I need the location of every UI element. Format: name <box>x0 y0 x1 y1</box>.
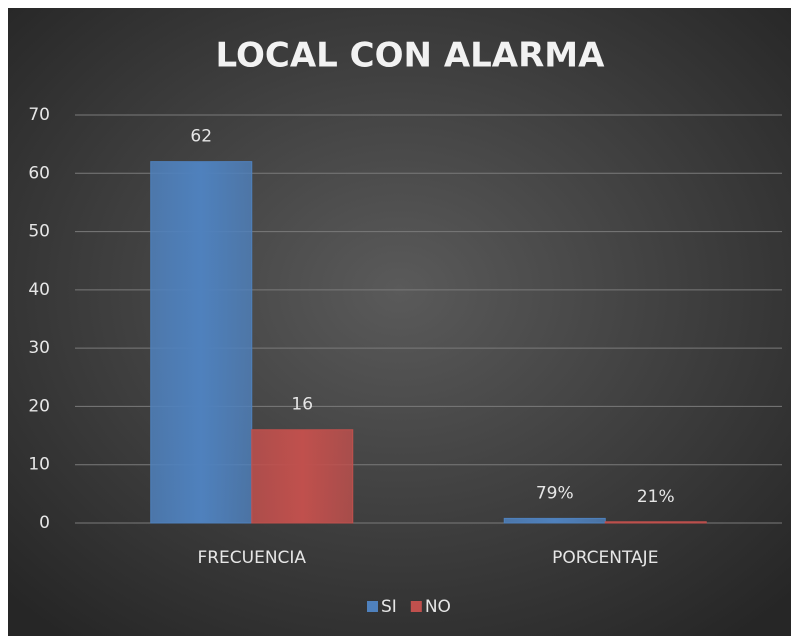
y-tick-label: 50 <box>28 222 50 242</box>
y-tick-label: 0 <box>39 513 50 533</box>
legend-label: SI <box>381 597 397 617</box>
legend-label: NO <box>425 597 451 617</box>
x-tick-label: PORCENTAJE <box>552 548 658 568</box>
chart-title: LOCAL CON ALARMA <box>216 36 606 76</box>
y-tick-label: 70 <box>28 105 50 125</box>
bar <box>604 521 707 524</box>
bar <box>150 161 253 524</box>
y-tick-label: 10 <box>28 455 50 475</box>
x-tick-label: FRECUENCIA <box>197 548 306 568</box>
y-tick-label: 20 <box>28 396 50 416</box>
y-tick-label: 60 <box>28 163 50 183</box>
value-label: 79% <box>536 483 574 503</box>
y-tick-label: 30 <box>28 338 50 358</box>
bar <box>251 429 354 524</box>
value-label: 16 <box>291 395 313 415</box>
legend-swatch <box>410 601 422 612</box>
y-tick-label: 40 <box>28 280 50 300</box>
value-label: 62 <box>190 127 212 147</box>
legend-swatch <box>367 601 378 612</box>
value-label: 21% <box>637 487 675 507</box>
bar <box>503 517 606 524</box>
chart-background <box>8 8 791 636</box>
